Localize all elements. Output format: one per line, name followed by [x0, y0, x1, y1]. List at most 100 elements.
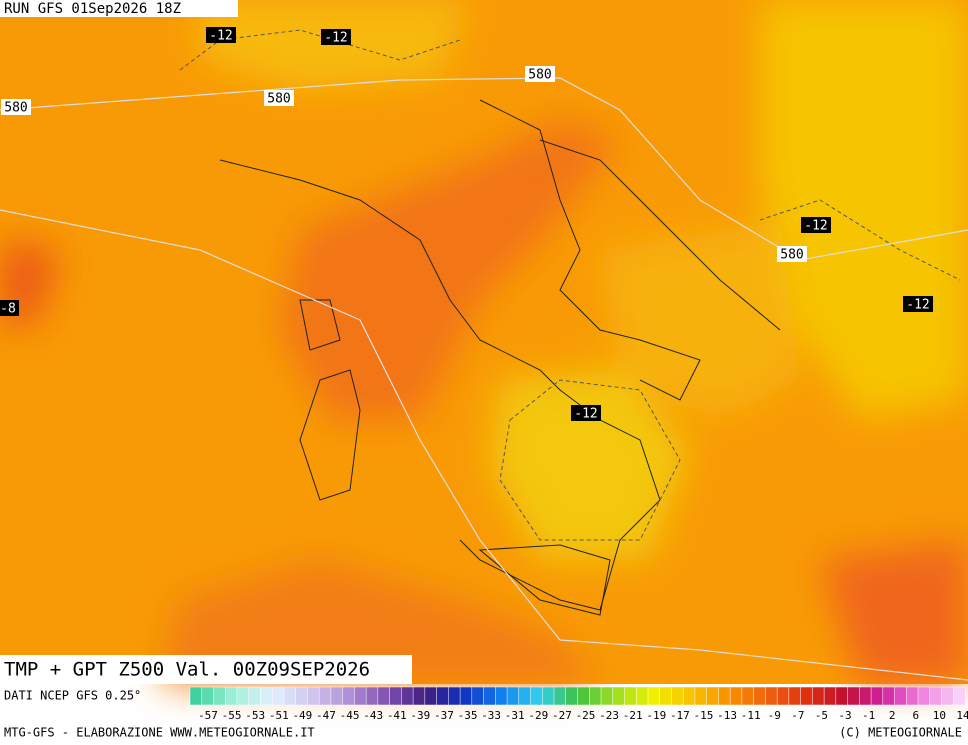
colorbar-cell	[518, 686, 532, 706]
colorbar-cell	[318, 686, 332, 706]
contour-label: -12	[906, 298, 929, 313]
colorbar-label: -17	[670, 709, 690, 722]
colorbar-cell	[788, 686, 802, 706]
contour-label: -12	[209, 29, 232, 44]
colorbar-label: -51	[269, 709, 289, 722]
colorbar-label: -23	[599, 709, 619, 722]
colorbar-label: -1	[862, 709, 875, 722]
colorbar-cell	[213, 686, 226, 706]
colorbar: -57 -55 -53 -51 -49 -47 -45 -43 -41 -39 -37 -35 -33-…	[189, 686, 968, 722]
colorbar-cell	[236, 686, 250, 706]
colorbar-cell	[624, 686, 637, 706]
colorbar-cell	[377, 686, 391, 706]
contour-label: -8	[0, 302, 16, 317]
colorbar-cell	[436, 686, 449, 706]
colorbar-cell	[342, 686, 355, 706]
colorbar-cell	[765, 686, 778, 706]
run-label: RUN GFS 01Sep2026 18Z	[4, 1, 181, 17]
colorbar-label: -13	[717, 709, 737, 722]
colorbar-cell	[929, 686, 943, 706]
contour-label-box	[777, 246, 807, 262]
colorbar-cell	[682, 686, 696, 706]
colorbar-label: 10	[933, 709, 946, 722]
colorbar-cell	[189, 686, 203, 706]
colorbar-cell	[941, 686, 954, 706]
colorbar-label: 6	[913, 709, 920, 722]
colorbar-label: -5	[815, 709, 828, 722]
contour-label: 580	[267, 92, 290, 107]
colorbar-cell	[870, 686, 884, 706]
footer-left: MTG-GFS - ELABORAZIONE WWW.METEOGIORNALE…	[4, 726, 315, 740]
contour-label-box	[1, 99, 31, 115]
colorbar-cell	[835, 686, 849, 706]
colorbar-cell	[812, 686, 825, 706]
colorbar-cell	[694, 686, 708, 706]
colorbar-cell	[906, 686, 919, 706]
contour-label: -12	[574, 407, 597, 422]
colorbar-cell	[354, 686, 367, 706]
contour-label-box	[801, 217, 831, 233]
colorbar-cell	[389, 686, 402, 706]
contour-label-box	[321, 29, 351, 45]
colorbar-label: -7	[791, 709, 804, 722]
colorbar-cell	[307, 686, 320, 706]
colorbar-cell	[271, 686, 285, 706]
colorbar-label: -19	[646, 709, 666, 722]
colorbar-cell	[706, 686, 719, 706]
colorbar-label: -41	[387, 709, 407, 722]
colorbar-label: -31	[505, 709, 525, 722]
colorbar-cell	[753, 686, 766, 706]
colorbar-cell	[741, 686, 755, 706]
colorbar-label: -47	[316, 709, 336, 722]
colorbar-cell	[600, 686, 614, 706]
colorbar-label: -37	[434, 709, 454, 722]
colorbar-cell	[260, 686, 273, 706]
colorbar-label: -29	[528, 709, 548, 722]
colorbar-cell	[401, 686, 414, 706]
colorbar-cell	[448, 686, 461, 706]
contour-label: 580	[780, 248, 803, 263]
colorbar-cell	[495, 686, 508, 706]
colorbar-label: -11	[741, 709, 761, 722]
colorbar-cell	[647, 686, 661, 706]
colorbar-label: -53	[245, 709, 265, 722]
colorbar-label: -55	[222, 709, 242, 722]
contour-label-box	[571, 405, 601, 421]
colorbar-cell	[530, 686, 543, 706]
colorbar-cell	[283, 686, 297, 706]
colorbar-cell	[224, 686, 238, 706]
colorbar-cell	[588, 686, 602, 706]
contour-label-box	[264, 90, 294, 106]
colorbar-label: -9	[768, 709, 781, 722]
colorbar-cell	[800, 686, 813, 706]
colorbar-cell	[424, 686, 438, 706]
footer-right: (C) METEOGIORNALE	[839, 726, 962, 740]
contour-label-box	[903, 296, 933, 312]
contour-label-box	[206, 27, 236, 43]
colorbar-label: -35	[458, 709, 478, 722]
colorbar-cell	[953, 686, 966, 706]
contour-label: 580	[528, 68, 551, 83]
colorbar-label: -39	[410, 709, 430, 722]
colorbar-cell	[565, 686, 579, 706]
colorbar-cell	[612, 686, 626, 706]
colorbar-cell	[823, 686, 837, 706]
title-box	[0, 655, 412, 684]
colorbar-cell	[859, 686, 872, 706]
colorbar-label: -21	[623, 709, 643, 722]
contour-label: 580	[4, 101, 27, 116]
contour-label-box	[525, 66, 555, 82]
colorbar-cell	[776, 686, 790, 706]
colorbar-cell	[847, 686, 860, 706]
colorbar-cell	[365, 686, 379, 706]
colorbar-cell	[295, 686, 308, 706]
colorbar-cell	[577, 686, 590, 706]
colorbar-cell	[248, 686, 262, 706]
colorbar-label: -15	[694, 709, 714, 722]
colorbar-cell	[718, 686, 731, 706]
colorbar-label: -25	[576, 709, 596, 722]
colorbar-cell	[483, 686, 496, 706]
colorbar-label: -57	[198, 709, 218, 722]
